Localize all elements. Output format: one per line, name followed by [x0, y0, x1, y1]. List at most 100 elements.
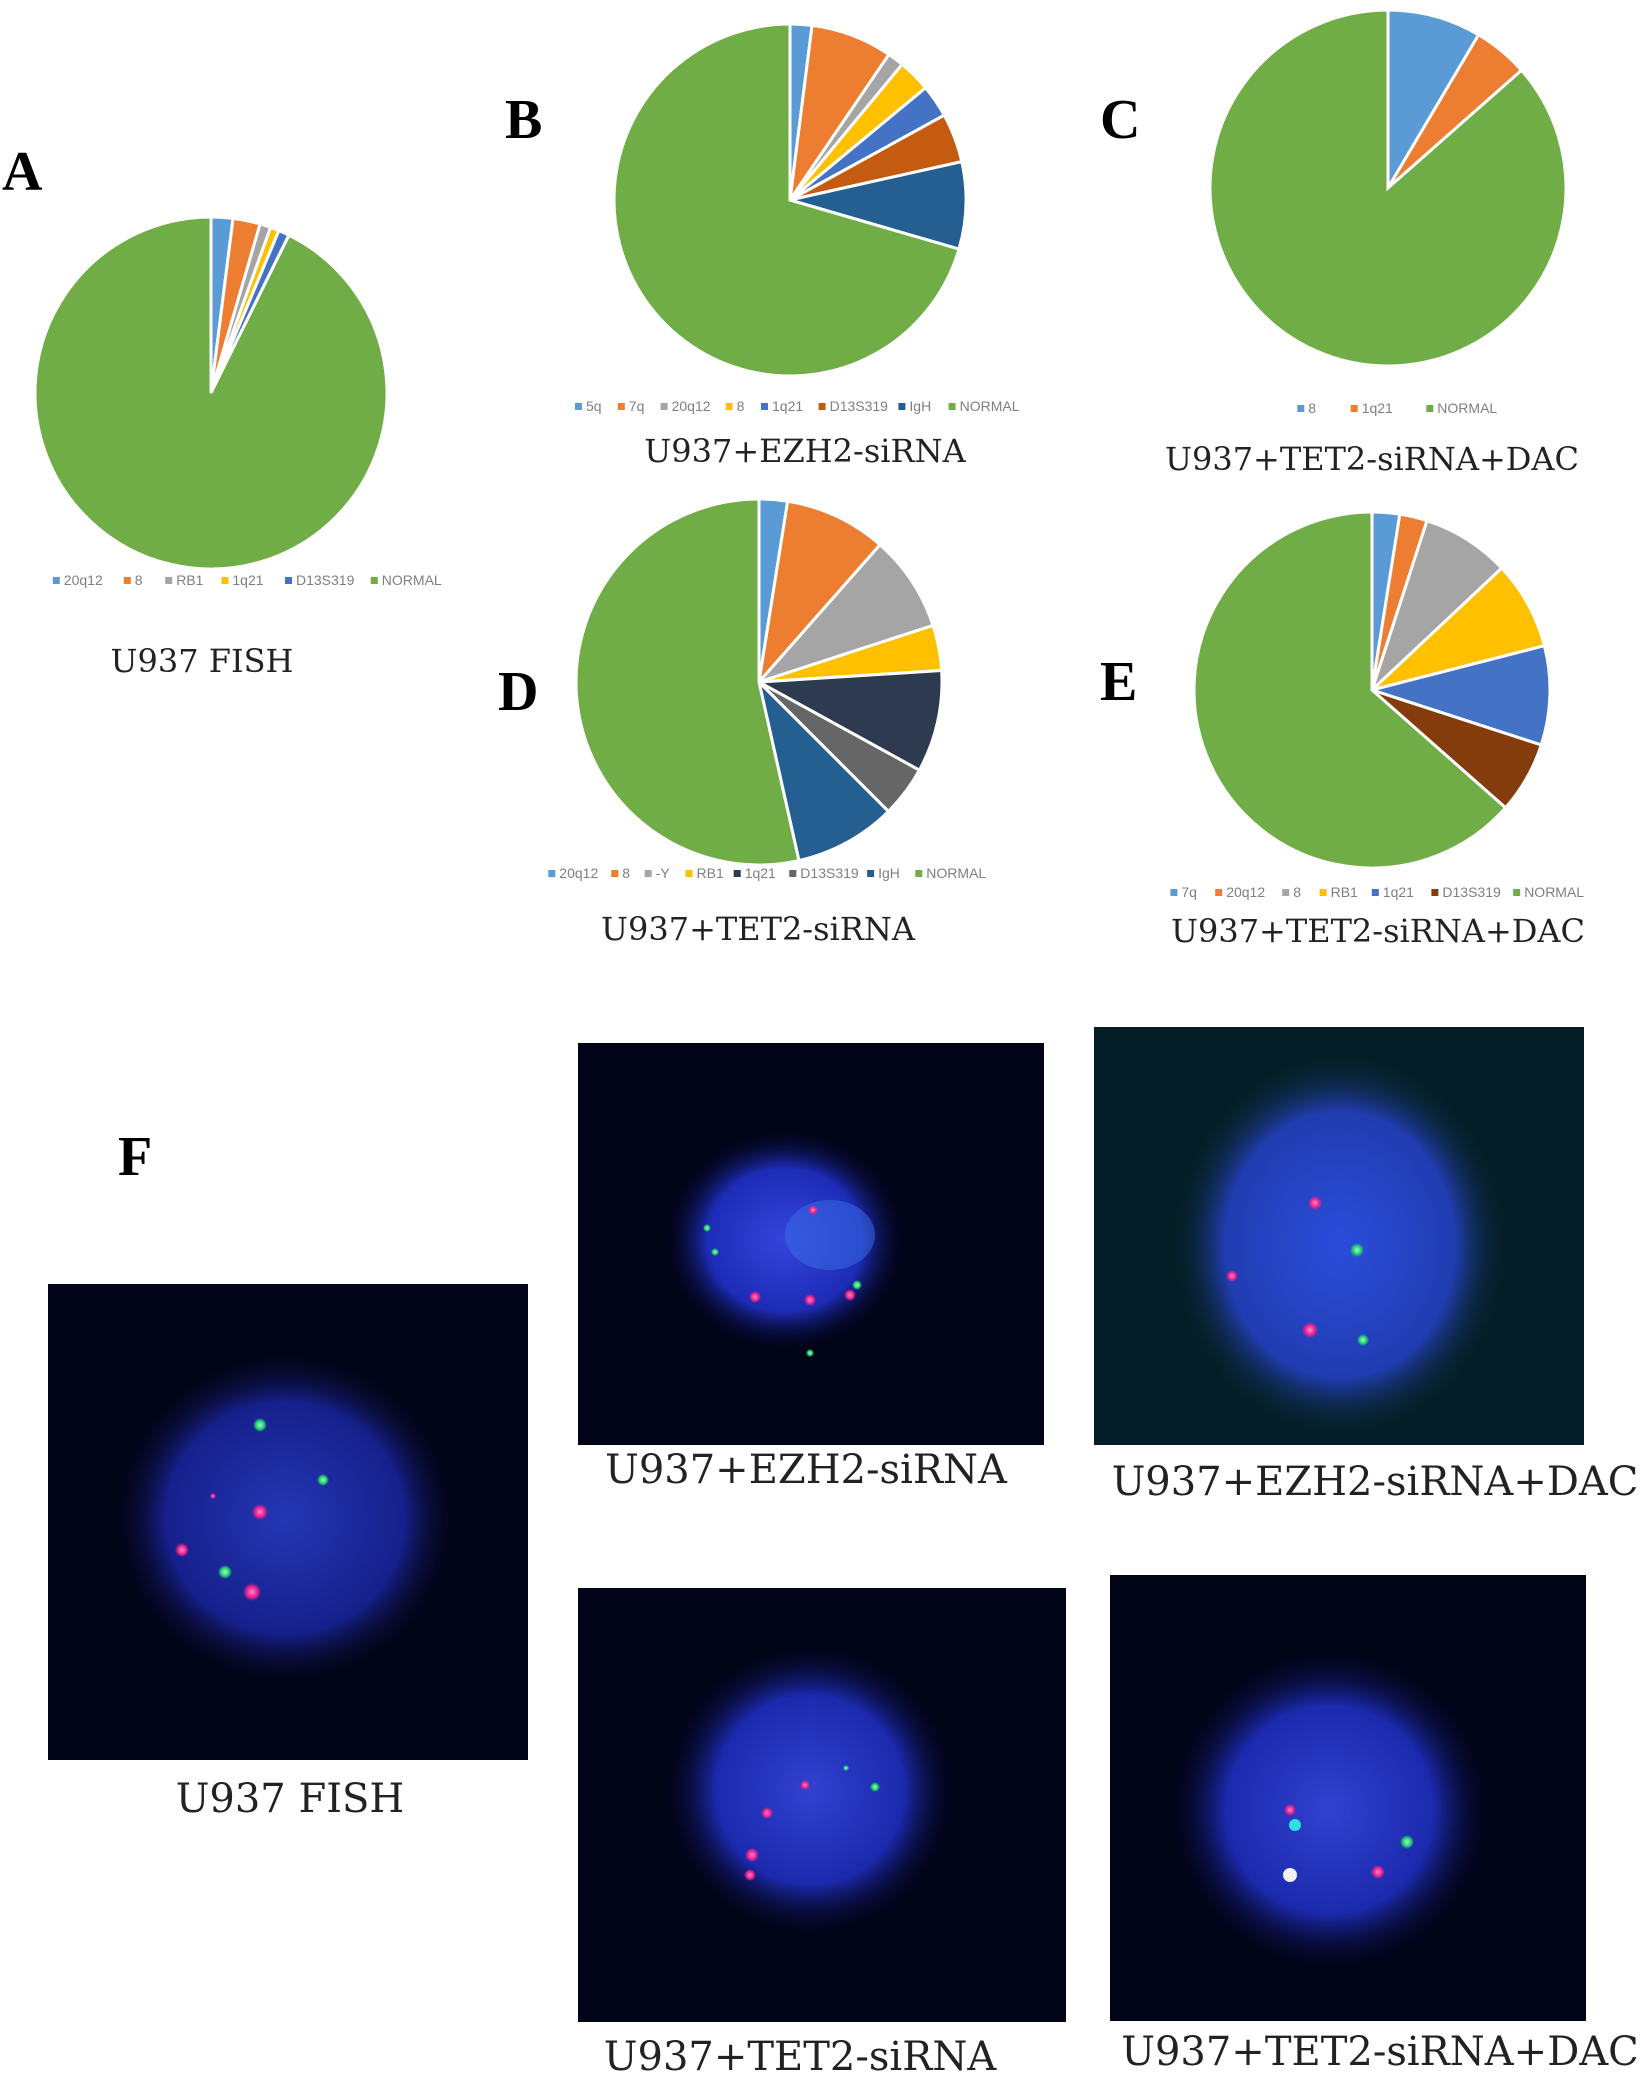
legend-label: IgH	[878, 865, 900, 881]
panel-letter-a: A	[2, 141, 43, 203]
legend-swatch	[575, 403, 582, 410]
legend-swatch	[617, 403, 625, 410]
legend-swatch	[123, 577, 131, 584]
legend-swatch	[948, 403, 956, 410]
pie-slice-normal	[574, 497, 801, 867]
pie-chart-d: 20q12 8 -Y RB1 1q21 D13S319 IgH NORMAL U937+TET2…	[548, 497, 986, 948]
panel-letter-e: E	[1100, 651, 1137, 713]
legend-label: 8	[737, 398, 745, 414]
legend-swatch	[1297, 405, 1305, 412]
legend-label: NORMAL	[1524, 884, 1584, 900]
legend: 8 1q21 NORMAL	[1297, 400, 1497, 416]
pie-slice-igh	[789, 159, 968, 251]
legend-label: 7q	[629, 398, 645, 414]
pie-chart-b: 5q 7q 20q12 8 1q21 D13S319 IgH NORMAL U937+EZH2-…	[575, 22, 1020, 470]
legend-swatch	[611, 870, 619, 877]
legend-swatch	[660, 403, 668, 410]
chart-caption: U937+TET2-siRNA+DAC	[1171, 912, 1585, 950]
legend-label: 20q12	[64, 572, 103, 588]
chart-caption: U937+TET2-siRNA	[601, 910, 916, 948]
micrograph-tet2-sirna-dac: U937+TET2-siRNA+DAC	[1110, 1575, 1639, 2075]
legend-label: 1q21	[745, 865, 776, 881]
legend-label: 1q21	[1383, 884, 1414, 900]
pie-slice-8	[1370, 518, 1504, 692]
legend-swatch	[548, 870, 556, 877]
legend-swatch	[915, 870, 923, 877]
legend-label: NORMAL	[960, 398, 1020, 414]
legend-swatch	[1282, 889, 1290, 896]
legend-label: 7q	[1181, 884, 1197, 900]
pie-slice--y	[754, 542, 935, 686]
legend-label: NORMAL	[926, 865, 986, 881]
chart-caption: U937 FISH	[111, 642, 294, 680]
pie-slice-1q21	[1366, 643, 1552, 747]
legend: 20q12 8 RB1 1q21 D13S319 NORMAL	[52, 572, 442, 588]
legend-label: 5q	[586, 398, 602, 414]
legend-swatch	[52, 577, 60, 584]
micrograph-caption: U937+TET2-siRNA+DAC	[1121, 2029, 1639, 2075]
legend-swatch	[1350, 405, 1358, 412]
legend-swatch	[1513, 889, 1521, 896]
pie-slice-8	[1386, 8, 1481, 194]
legend-label: NORMAL	[382, 572, 442, 588]
legend-swatch	[644, 870, 652, 877]
legend: 20q12 8 -Y RB1 1q21 D13S319 IgH NORMAL	[548, 865, 986, 881]
legend-swatch	[370, 577, 378, 584]
legend-label: 8	[135, 572, 143, 588]
legend-swatch	[818, 403, 826, 410]
pie-chart-a: 20q12 8 RB1 1q21 D13S319 NORMAL U937 FISH	[33, 215, 442, 680]
micrograph-ezh2-sirna: U937+EZH2-siRNA	[578, 1043, 1044, 1493]
pie-slice-igh	[756, 677, 891, 863]
legend-swatch	[898, 403, 906, 410]
pie-slice-normal	[1208, 8, 1568, 368]
panel-letter-f: F	[118, 1126, 152, 1188]
legend-label: 20q12	[559, 865, 598, 881]
legend-swatch	[1426, 405, 1434, 412]
legend-label: 1q21	[772, 398, 803, 414]
legend-label: RB1	[176, 572, 203, 588]
legend-swatch	[761, 403, 768, 410]
micrograph-caption: U937+EZH2-siRNA+DAC	[1112, 1459, 1639, 1505]
chart-caption: U937+TET2-siRNA+DAC	[1165, 440, 1579, 478]
micrograph-caption: U937+TET2-siRNA	[604, 2034, 998, 2080]
micrograph-caption: U937+EZH2-siRNA	[605, 1447, 1008, 1493]
panel-letter-b: B	[505, 89, 542, 151]
legend-label: D13S319	[1442, 884, 1501, 900]
legend-swatch	[1319, 889, 1327, 896]
legend-label: D13S319	[296, 572, 355, 588]
legend-label: D13S319	[830, 398, 889, 414]
legend-swatch	[1170, 889, 1178, 896]
legend-swatch	[1371, 889, 1379, 896]
legend-swatch	[685, 870, 693, 877]
legend-label: 20q12	[1226, 884, 1265, 900]
panel-letter-c: C	[1100, 89, 1140, 151]
legend-label: NORMAL	[1437, 400, 1497, 416]
legend-label: D13S319	[800, 865, 859, 881]
micrograph-u937-fish: U937 FISH	[48, 1284, 528, 1822]
legend-label: 20q12	[672, 398, 711, 414]
pie-slice-rb1	[1370, 566, 1547, 692]
legend-label: RB1	[697, 865, 724, 881]
legend-swatch	[1215, 889, 1223, 896]
legend-label: 8	[1308, 400, 1316, 416]
legend-swatch	[789, 870, 797, 877]
legend-label: 1q21	[232, 572, 263, 588]
legend-swatch	[221, 577, 229, 584]
legend-swatch	[165, 577, 173, 584]
pie-slice-normal	[612, 22, 961, 378]
pie-chart-e: 7q 20q12 8 RB1 1q21 D13S319 NORMAL U937+TET2-si…	[1170, 510, 1585, 950]
micrograph-tet2-sirna: U937+TET2-siRNA	[578, 1588, 1066, 2080]
legend-swatch	[733, 870, 741, 877]
legend-swatch	[725, 403, 733, 410]
legend-swatch	[867, 870, 875, 877]
legend-swatch	[1431, 889, 1439, 896]
legend-swatch	[285, 577, 292, 584]
pie-chart-c: 8 1q21 NORMAL U937+TET2-siRNA+DAC	[1165, 8, 1579, 478]
chart-caption: U937+EZH2-siRNA	[644, 432, 966, 470]
legend: 5q 7q 20q12 8 1q21 D13S319 IgH NORMAL	[575, 398, 1020, 414]
legend-label: RB1	[1331, 884, 1358, 900]
legend-label: -Y	[656, 865, 671, 881]
legend-label: 1q21	[1362, 400, 1393, 416]
micrograph-ezh2-sirna-dac: U937+EZH2-siRNA+DAC	[1094, 1027, 1638, 1505]
